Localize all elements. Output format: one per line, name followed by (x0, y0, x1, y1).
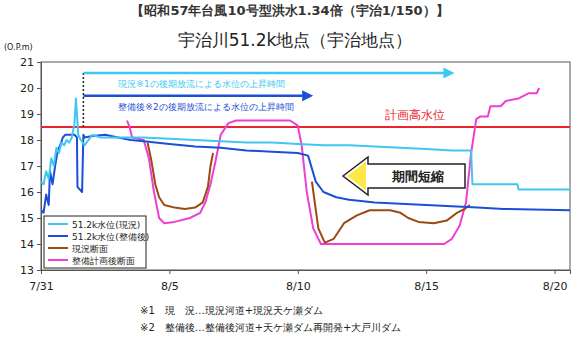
chart-title: 【昭和57年台風10号型洪水1.34倍（宇治1/150）】 (131, 3, 448, 18)
series-line (41, 135, 570, 213)
y-tick: 17 (20, 160, 41, 173)
y-tick-label: 13 (20, 264, 34, 277)
y-tick-mark (37, 62, 41, 63)
texts: 計画高水位 現況※1の後期放流による水位の上昇時間整備後※2の後期放流による水位の… (83, 67, 465, 195)
x-tick-mark (426, 270, 427, 274)
footnote: ※1 現 況…現況河道+現況天ケ瀬ダム (140, 305, 323, 316)
y-tick: 21 (20, 56, 41, 69)
annotation-label: 現況※1の後期放流による水位の上昇時間 (118, 79, 284, 89)
arrow-head (443, 67, 454, 78)
y-tick: 13 (20, 264, 41, 277)
x-tick-label: 8/5 (161, 280, 179, 293)
y-tick-mark (37, 218, 41, 219)
reference-line (41, 126, 570, 128)
y-tick-mark (37, 244, 41, 245)
callout-body (343, 157, 465, 195)
y-tick-label: 19 (20, 108, 34, 121)
y-tick-label: 21 (20, 56, 34, 69)
callout-head (347, 162, 366, 191)
y-tick-label: 20 (20, 82, 34, 95)
y-axis: 13 14 15 16 17 18 19 20 21 (20, 56, 42, 277)
series-line (41, 98, 570, 189)
duration-arrow (83, 72, 446, 75)
legend: 51.2k水位(現況) 51.2k水位(整備後) 現況断面整備計画後断面 (44, 216, 149, 268)
y-tick: 20 (20, 82, 41, 95)
y-tick: 16 (20, 186, 41, 199)
x-tick-label: 8/10 (286, 280, 311, 293)
plot-frame (41, 62, 570, 270)
legend-swatch (48, 223, 68, 225)
chart-root: 7/31 8/5 8/10 8/15 8/20 13 14 15 16 17 18 19 20 21 計画高… (0, 0, 580, 340)
y-tick: 14 (20, 238, 41, 251)
legend-swatch (48, 259, 68, 261)
start-marker-line (83, 73, 85, 127)
callout-label: 期間短縮 (391, 169, 444, 184)
y-tick-label: 14 (20, 238, 34, 251)
y-tick: 15 (20, 212, 41, 225)
legend-label: 51.2k水位(現況) (72, 220, 140, 230)
plot-data (41, 88, 570, 244)
reference-line-label: 計画高水位 (385, 108, 445, 122)
chart-subtitle: 宇治川51.2k地点（宇治地点） (178, 30, 413, 50)
y-tick: 19 (20, 108, 41, 121)
y-tick-label: 16 (20, 186, 34, 199)
annotation-label: 整備後※2の後期放流による水位の上昇時間 (118, 102, 293, 112)
y-tick-label: 15 (20, 212, 34, 225)
x-tick: 8/20 (543, 270, 568, 293)
x-axis-line (42, 271, 571, 275)
background (0, 0, 580, 340)
duration-arrow (83, 95, 305, 98)
callout: 期間短縮 (343, 157, 465, 195)
x-tick-label: 8/15 (414, 280, 439, 293)
x-tick-mark (298, 270, 299, 274)
chart-svg: 7/31 8/5 8/10 8/15 8/20 13 14 15 16 17 18 19 20 21 計画高… (0, 0, 580, 340)
x-tick: 8/5 (161, 270, 179, 293)
legend-box (44, 216, 146, 268)
y-axis-title: (O.P.m) (4, 43, 33, 52)
x-tick-mark (169, 270, 170, 274)
x-tick-mark (555, 270, 556, 274)
y-tick-label: 18 (20, 134, 34, 147)
x-axis: 7/31 8/5 8/10 8/15 8/20 (29, 270, 570, 293)
y-tick-mark (37, 88, 41, 89)
y-axis-line (37, 63, 42, 271)
legend-label: 51.2k水位(整備後) (72, 232, 149, 242)
y-tick-mark (37, 166, 41, 167)
y-tick-mark (37, 192, 41, 193)
y-tick-mark (37, 114, 41, 115)
x-tick: 8/10 (286, 270, 311, 293)
x-tick: 8/15 (414, 270, 439, 293)
y-tick-label: 17 (20, 160, 34, 173)
y-tick-mark (37, 140, 41, 141)
y-tick-mark (37, 270, 41, 271)
arrow-head (302, 90, 313, 101)
legend-label: 整備計画後断面 (72, 256, 135, 266)
y-tick: 18 (20, 134, 41, 147)
legend-swatch (48, 247, 68, 249)
legend-swatch (48, 235, 68, 237)
x-tick-label: 7/31 (29, 280, 54, 293)
legend-label: 現況断面 (72, 244, 108, 254)
x-tick-label: 8/20 (543, 280, 568, 293)
footnote: ※2 整備後…整備後河道+天ケ瀬ダム再開発+大戸川ダム (140, 322, 402, 333)
